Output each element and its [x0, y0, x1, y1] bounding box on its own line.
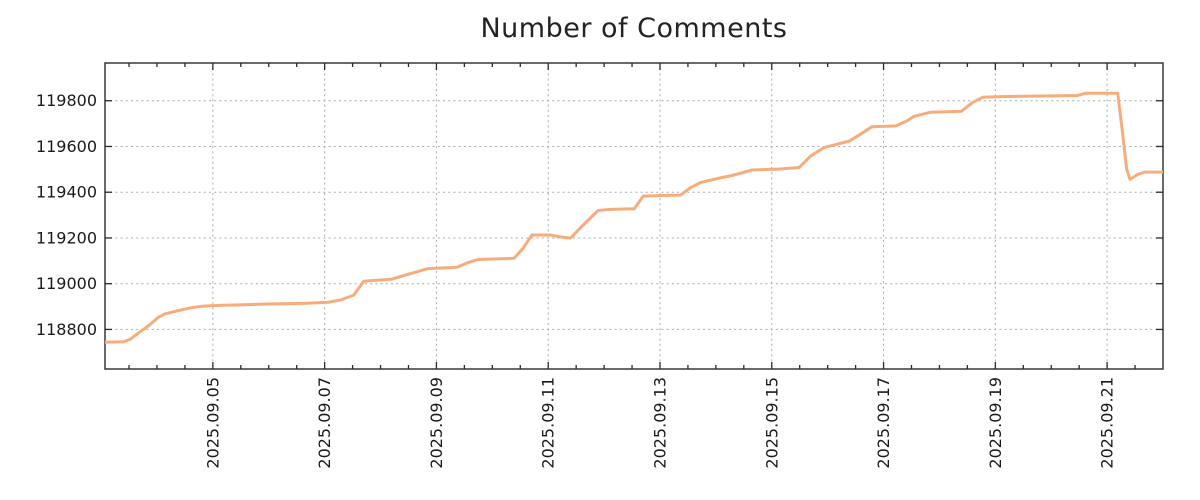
y-tick-label: 119400	[36, 183, 97, 202]
y-tick-label: 118800	[36, 320, 97, 339]
x-tick-label: 2025.09.09	[427, 377, 446, 469]
x-tick-label: 2025.09.05	[203, 377, 222, 469]
y-tick-label: 119200	[36, 228, 97, 247]
y-tick-label: 119800	[36, 91, 97, 110]
y-tick-label: 119600	[36, 137, 97, 156]
x-tick-label: 2025.09.17	[874, 377, 893, 469]
x-tick-label: 2025.09.07	[315, 377, 334, 469]
x-tick-label: 2025.09.13	[650, 377, 669, 469]
y-tick-label: 119000	[36, 274, 97, 293]
x-tick-label: 2025.09.21	[1098, 377, 1117, 469]
x-tick-label: 2025.09.15	[762, 377, 781, 469]
series-line-comments	[104, 91, 1163, 344]
x-tick-label: 2025.09.11	[539, 377, 558, 469]
x-tick-label: 2025.09.19	[986, 377, 1005, 469]
plot-border	[104, 62, 1164, 370]
chart-title: Number of Comments	[480, 13, 788, 44]
